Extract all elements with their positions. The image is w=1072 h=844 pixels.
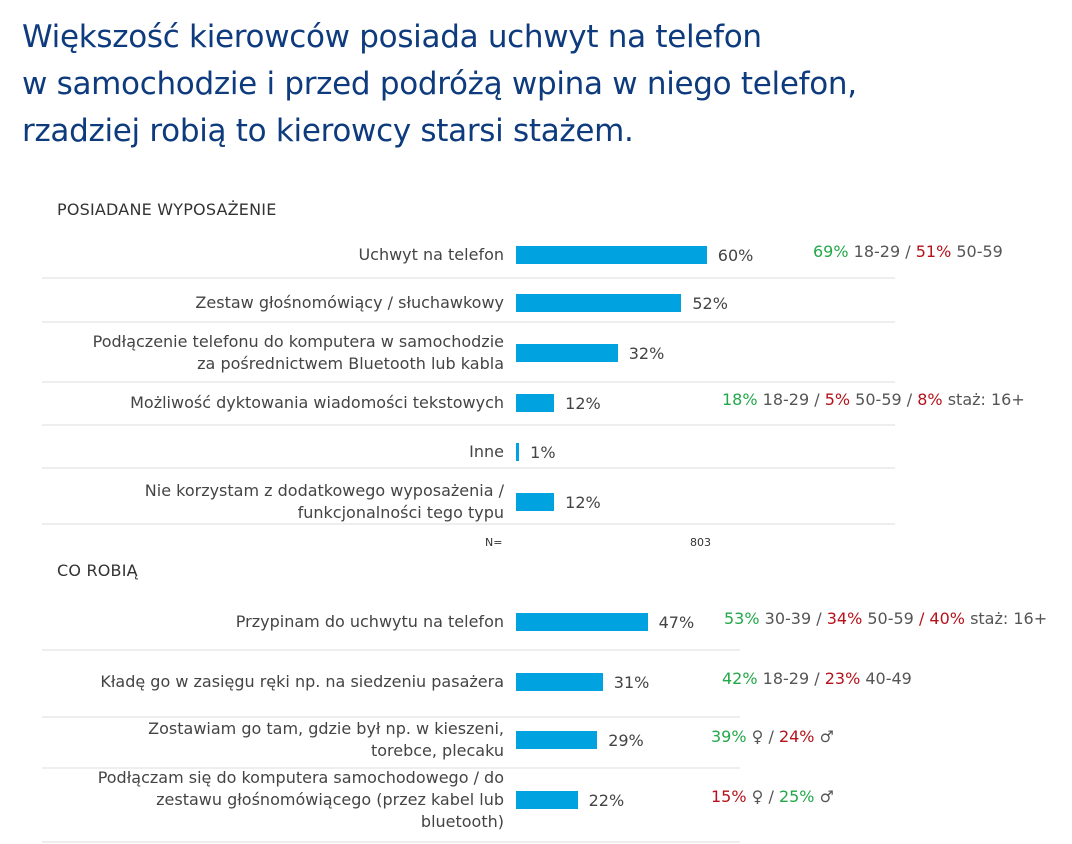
title-line: Większość kierowców posiada uchwyt na te… <box>22 19 762 55</box>
bar <box>516 246 707 264</box>
value-label: 52% <box>692 294 728 313</box>
annotation-part: / 40% <box>918 609 965 628</box>
segment-annotation: 53% 30-39 / 34% 50-59 / 40% staż: 16+ <box>724 609 1047 628</box>
annotation-part: 5% <box>824 390 851 409</box>
annotation-part: 50-59 <box>951 242 1003 261</box>
annotation-part: ♀ / <box>746 727 779 746</box>
row-divider <box>42 767 740 769</box>
annotation-part: 18-29 / <box>848 242 916 261</box>
category-label: Przypinam do uchwytu na telefon <box>235 612 504 631</box>
annotation-part: ♂ <box>814 787 834 806</box>
bar <box>516 493 555 511</box>
bar <box>516 613 648 631</box>
segment-annotation: 39% ♀ / 24% ♂ <box>711 727 834 746</box>
title-line: w samochodzie i przed podróżą wpina w ni… <box>22 66 857 102</box>
category-label: Możliwość dyktowania wiadomości tekstowy… <box>130 393 504 412</box>
row-divider <box>42 523 895 525</box>
bar <box>516 731 598 749</box>
annotation-part: 39% <box>711 727 747 746</box>
bar <box>516 443 520 461</box>
annotation-part: staż: 16+ <box>942 390 1025 409</box>
bar <box>516 791 578 809</box>
bar <box>516 344 618 362</box>
annotation-part: 23% <box>824 669 861 688</box>
section-title-actions: CO ROBIĄ <box>57 561 138 580</box>
value-label: 12% <box>565 394 601 413</box>
row-divider <box>42 277 895 279</box>
bar <box>516 673 603 691</box>
annotation-part: 34% <box>826 609 863 628</box>
row-divider <box>42 321 895 323</box>
value-label: 60% <box>717 246 754 265</box>
row-divider <box>42 649 740 651</box>
value-label: 22% <box>588 791 625 810</box>
annotation-part: 24% <box>778 727 815 746</box>
value-label: 1% <box>530 443 556 462</box>
annotation-part: 25% <box>778 787 815 806</box>
annotation-part: 42% <box>722 669 758 688</box>
page-title: Większość kierowców posiada uchwyt na te… <box>22 14 857 155</box>
annotation-part: 40-49 <box>860 669 912 688</box>
annotation-part: 18-29 / <box>757 669 825 688</box>
row-divider <box>42 841 740 843</box>
row-divider <box>42 467 895 469</box>
value-label: 29% <box>608 731 644 750</box>
value-label: 47% <box>658 613 695 632</box>
section-title-equipment: POSIADANE WYPOSAŻENIE <box>57 200 277 219</box>
row-divider <box>42 716 740 718</box>
value-label: 12% <box>565 493 601 512</box>
category-label: Podłączam się do komputera samochodowego… <box>97 768 504 831</box>
row-divider <box>42 381 895 383</box>
annotation-part: 15% <box>711 787 747 806</box>
annotation-part: ♀ / <box>746 787 779 806</box>
bar <box>516 394 555 412</box>
category-label: Podłączenie telefonu do komputera w samo… <box>92 332 504 373</box>
category-label: Zostawiam go tam, gdzie był np. w kiesze… <box>148 719 504 760</box>
annotation-part: 69% <box>813 242 849 261</box>
value-label: 31% <box>613 673 650 692</box>
category-label: Uchwyt na telefon <box>358 245 504 264</box>
annotation-part: ♂ <box>814 727 834 746</box>
segment-annotation: 18% 18-29 / 5% 50-59 / 8% staż: 16+ <box>722 390 1025 409</box>
segment-annotation: 42% 18-29 / 23% 40-49 <box>722 669 912 688</box>
category-label: Kładę go w zasięgu ręki np. na siedzeniu… <box>100 672 504 691</box>
title-line: rzadziej robią to kierowcy starsi stażem… <box>22 113 634 149</box>
category-label: Inne <box>469 442 504 461</box>
bar <box>516 294 682 312</box>
annotation-part: 30-39 / <box>759 609 827 628</box>
n-label: N= <box>485 536 503 549</box>
category-label: Zestaw głośnomówiący / słuchawkowy <box>195 293 504 312</box>
annotation-part: staż: 16+ <box>964 609 1048 628</box>
annotation-part: 50-59 / <box>850 390 918 409</box>
segment-annotation: 69% 18-29 / 51% 50-59 <box>813 242 1003 261</box>
value-label: 32% <box>628 344 665 363</box>
category-label: Nie korzystam z dodatkowego wyposażenia … <box>144 481 504 522</box>
annotation-part: 8% <box>917 390 943 409</box>
annotation-part: 50-59 <box>862 609 919 628</box>
row-divider <box>42 424 895 426</box>
annotation-part: 18-29 / <box>757 390 825 409</box>
annotation-part: 53% <box>724 609 760 628</box>
annotation-part: 18% <box>722 390 758 409</box>
n-value: 803 <box>690 536 711 549</box>
annotation-part: 51% <box>915 242 952 261</box>
segment-annotation: 15% ♀ / 25% ♂ <box>711 787 834 806</box>
